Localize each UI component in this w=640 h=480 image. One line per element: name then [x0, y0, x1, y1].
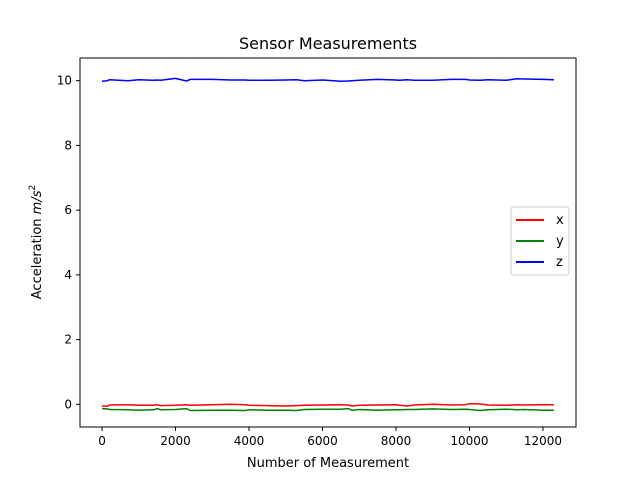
y-axis-label: Acceleration m/s2 — [28, 185, 45, 299]
x-tick-label: 8000 — [381, 434, 412, 448]
x-tick-label: 10000 — [450, 434, 488, 448]
y-axis-label-text: Acceleration — [30, 214, 45, 299]
series-layer — [101, 77, 555, 412]
y-tick-label: 8 — [64, 138, 72, 152]
x-axis-ticks: 0 2000 4000 6000 8000 10000 12000 — [98, 427, 562, 448]
legend-label-x: x — [556, 213, 564, 228]
y-tick-label: 0 — [64, 397, 72, 411]
x-axis-label: Number of Measurement — [247, 456, 409, 471]
x-tick-label: 12000 — [524, 434, 562, 448]
y-tick-label: 6 — [64, 203, 72, 217]
series-line-y — [101, 407, 554, 412]
plot-frame — [79, 57, 577, 428]
legend: xyz — [510, 206, 570, 276]
legend-label-z: z — [556, 255, 563, 270]
x-tick-label: 2000 — [160, 434, 191, 448]
y-axis-label-unit: m/s — [30, 190, 45, 214]
y-tick-label: 4 — [64, 268, 72, 282]
chart-title: Sensor Measurements — [239, 34, 417, 53]
x-tick-label: 0 — [98, 434, 106, 448]
series-line-z — [101, 77, 555, 83]
y-tick-label: 2 — [64, 333, 72, 347]
y-tick-label: 10 — [57, 74, 72, 88]
legend-label-y: y — [556, 234, 564, 249]
y-axis-ticks: 0 2 4 6 8 10 — [57, 74, 80, 411]
x-tick-label: 4000 — [234, 434, 265, 448]
x-tick-label: 6000 — [307, 434, 338, 448]
series-line-x — [101, 402, 554, 408]
y-axis-label-exponent: 2 — [28, 185, 38, 191]
